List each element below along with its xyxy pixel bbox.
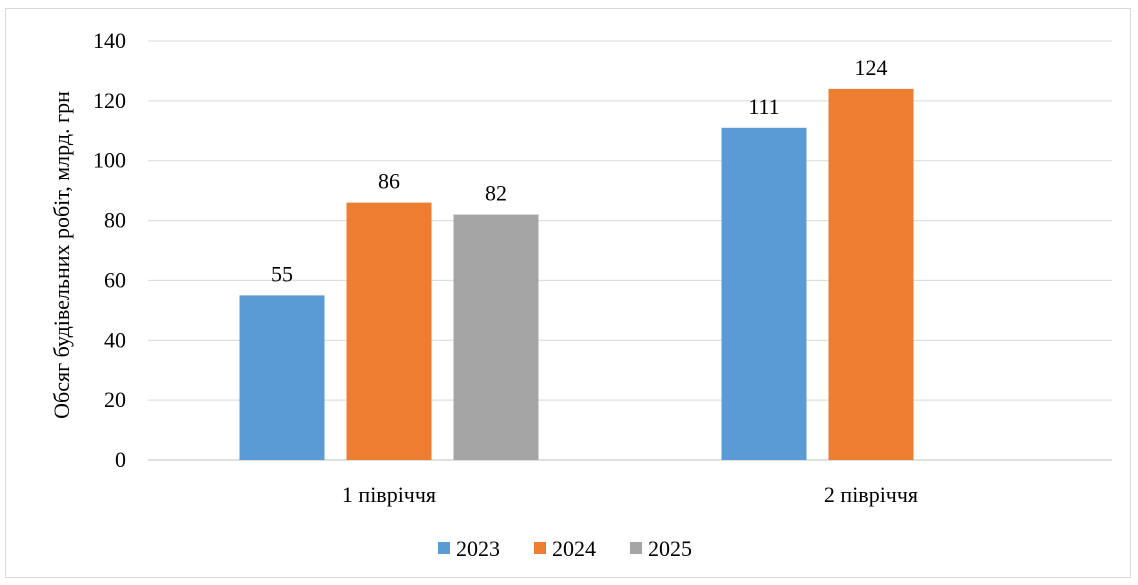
legend-label: 2025 (648, 536, 692, 561)
data-label: 111 (748, 94, 779, 119)
legend-label: 2024 (552, 536, 596, 561)
y-tick-label: 140 (93, 28, 126, 53)
x-tick-label: 2 півріччя (824, 482, 918, 507)
y-tick-label: 20 (104, 387, 126, 412)
bar (453, 214, 539, 460)
y-tick-label: 120 (93, 88, 126, 113)
data-labels: 55 86 82 111 124 (271, 55, 888, 287)
legend-swatch (630, 542, 642, 554)
y-tick-label: 40 (104, 327, 126, 352)
x-tick-label: 1 півріччя (342, 482, 436, 507)
data-label: 82 (485, 181, 507, 206)
data-label: 86 (378, 169, 400, 194)
bar (239, 295, 325, 460)
data-label: 55 (271, 261, 293, 286)
legend: 2023 2024 2025 (438, 536, 692, 561)
bar (828, 88, 914, 460)
y-tick-label: 0 (115, 447, 126, 472)
legend-swatch (438, 542, 450, 554)
x-axis-ticks: 1 півріччя 2 півріччя (342, 482, 918, 507)
legend-swatch (534, 542, 546, 554)
bars (239, 88, 914, 461)
y-axis-ticks: 0 20 40 60 80 100 120 140 (93, 28, 126, 472)
bar (721, 127, 807, 461)
bar (346, 202, 432, 460)
data-label: 124 (855, 55, 888, 80)
y-axis-label: Обсяг будівельних робіт, млрд. грн (49, 91, 74, 419)
y-tick-label: 100 (93, 148, 126, 173)
y-tick-label: 60 (104, 267, 126, 292)
y-tick-label: 80 (104, 208, 126, 233)
chart-frame (5, 8, 1131, 578)
legend-label: 2023 (456, 536, 500, 561)
